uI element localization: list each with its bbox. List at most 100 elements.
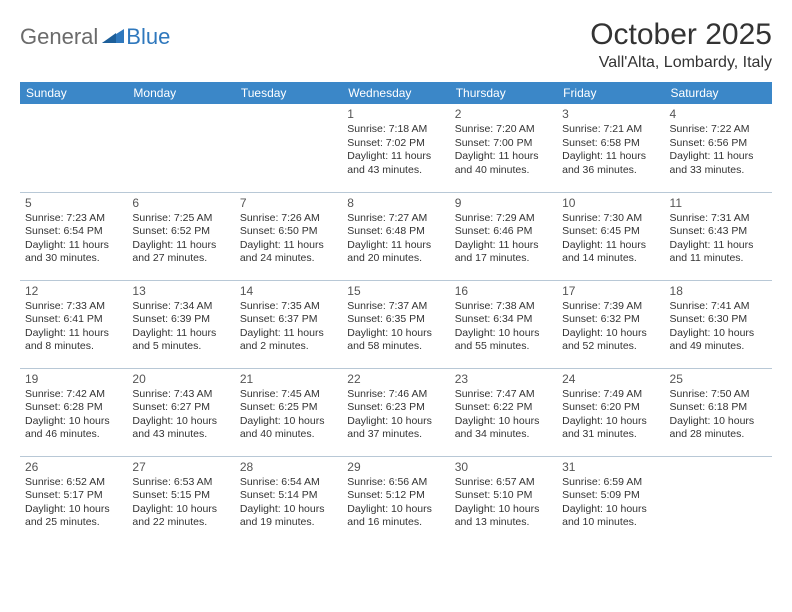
day-info: Sunrise: 7:43 AMSunset: 6:27 PMDaylight:… [132,388,229,443]
day-info: Sunrise: 7:37 AMSunset: 6:35 PMDaylight:… [347,300,444,355]
calendar-day-cell: 10Sunrise: 7:30 AMSunset: 6:45 PMDayligh… [557,192,664,280]
day-number: 3 [562,107,659,121]
day-number: 5 [25,196,122,210]
day-info: Sunrise: 6:52 AMSunset: 5:17 PMDaylight:… [25,476,122,531]
day-info: Sunrise: 7:21 AMSunset: 6:58 PMDaylight:… [562,123,659,178]
calendar-day-cell: 30 Sunrise: 6:57 AMSunset: 5:10 PMDayligh… [450,456,557,544]
day-info: Sunrise: 7:35 AMSunset: 6:37 PMDaylight:… [240,300,337,355]
calendar-day-cell: 3 Sunrise: 7:21 AMSunset: 6:58 PMDaylight… [557,104,664,192]
calendar-day-cell: 29 Sunrise: 6:56 AMSunset: 5:12 PMDayligh… [342,456,449,544]
day-info: Sunrise: 7:31 AMSunset: 6:43 PMDaylight:… [670,212,767,267]
day-info: Sunrise: 6:57 AMSunset: 5:10 PMDaylight:… [455,476,552,531]
day-number: 11 [670,196,767,210]
day-info: Sunrise: 7:34 AMSunset: 6:39 PMDaylight:… [132,300,229,355]
location-subtitle: Vall'Alta, Lombardy, Italy [590,54,772,72]
day-header: Sunday [20,82,127,104]
calendar-day-cell: 19 Sunrise: 7:42 AMSunset: 6:28 PMDayligh… [20,368,127,456]
calendar-day-cell: 14 Sunrise: 7:35 AMSunset: 6:37 PMDayligh… [235,280,342,368]
calendar-week-row: 12 Sunrise: 7:33 AMSunset: 6:41 PMDayligh… [20,280,772,368]
calendar-day-cell: 21 Sunrise: 7:45 AMSunset: 6:25 PMDayligh… [235,368,342,456]
calendar-week-row: 5 Sunrise: 7:23 AMSunset: 6:54 PMDaylight… [20,192,772,280]
day-info: Sunrise: 6:59 AMSunset: 5:09 PMDaylight:… [562,476,659,531]
day-number: 1 [347,107,444,121]
logo-text-blue: Blue [126,24,170,50]
calendar-day-cell: 15Sunrise: 7:37 AMSunset: 6:35 PMDayligh… [342,280,449,368]
day-number: 16 [455,284,552,298]
calendar-day-cell: 22 Sunrise: 7:46 AMSunset: 6:23 PMDayligh… [342,368,449,456]
day-number: 7 [240,196,337,210]
day-info: Sunrise: 7:45 AMSunset: 6:25 PMDaylight:… [240,388,337,443]
day-info: Sunrise: 6:54 AMSunset: 5:14 PMDaylight:… [240,476,337,531]
day-info: Sunrise: 7:27 AMSunset: 6:48 PMDaylight:… [347,212,444,267]
logo-text-general: General [20,24,98,50]
calendar-day-cell: 24Sunrise: 7:49 AMSunset: 6:20 PMDayligh… [557,368,664,456]
calendar-day-cell: 25 Sunrise: 7:50 AMSunset: 6:18 PMDayligh… [665,368,772,456]
day-info: Sunrise: 7:50 AMSunset: 6:18 PMDaylight:… [670,388,767,443]
day-info: Sunrise: 7:41 AMSunset: 6:30 PMDaylight:… [670,300,767,355]
day-header: Wednesday [342,82,449,104]
logo: General Blue [20,18,170,50]
day-number: 6 [132,196,229,210]
calendar-day-cell [665,456,772,544]
day-number: 13 [132,284,229,298]
calendar-day-cell: 27 Sunrise: 6:53 AMSunset: 5:15 PMDayligh… [127,456,234,544]
calendar-day-cell: 28 Sunrise: 6:54 AMSunset: 5:14 PMDayligh… [235,456,342,544]
day-header: Thursday [450,82,557,104]
day-info: Sunrise: 7:18 AMSunset: 7:02 PMDaylight:… [347,123,444,178]
day-info: Sunrise: 7:23 AMSunset: 6:54 PMDaylight:… [25,212,122,267]
calendar-day-cell: 20Sunrise: 7:43 AMSunset: 6:27 PMDayligh… [127,368,234,456]
day-number: 18 [670,284,767,298]
day-number: 25 [670,372,767,386]
day-number: 22 [347,372,444,386]
day-number: 4 [670,107,767,121]
calendar-day-cell: 11 Sunrise: 7:31 AMSunset: 6:43 PMDayligh… [665,192,772,280]
day-info: Sunrise: 7:20 AMSunset: 7:00 PMDaylight:… [455,123,552,178]
day-number: 21 [240,372,337,386]
calendar-day-cell: 2Sunrise: 7:20 AMSunset: 7:00 PMDaylight… [450,104,557,192]
calendar-day-cell: 17 Sunrise: 7:39 AMSunset: 6:32 PMDayligh… [557,280,664,368]
day-number: 19 [25,372,122,386]
day-number: 17 [562,284,659,298]
day-info: Sunrise: 7:38 AMSunset: 6:34 PMDaylight:… [455,300,552,355]
header: General Blue October 2025 Vall'Alta, Lom… [20,18,772,72]
day-header: Friday [557,82,664,104]
day-info: Sunrise: 7:46 AMSunset: 6:23 PMDaylight:… [347,388,444,443]
day-info: Sunrise: 6:53 AMSunset: 5:15 PMDaylight:… [132,476,229,531]
day-number: 24 [562,372,659,386]
day-number: 26 [25,460,122,474]
day-number: 30 [455,460,552,474]
day-number: 23 [455,372,552,386]
calendar-week-row: 26 Sunrise: 6:52 AMSunset: 5:17 PMDayligh… [20,456,772,544]
day-number: 27 [132,460,229,474]
calendar-day-cell: 4 Sunrise: 7:22 AMSunset: 6:56 PMDaylight… [665,104,772,192]
day-info: Sunrise: 7:29 AMSunset: 6:46 PMDaylight:… [455,212,552,267]
calendar-day-cell: 9 Sunrise: 7:29 AMSunset: 6:46 PMDaylight… [450,192,557,280]
day-info: Sunrise: 6:56 AMSunset: 5:12 PMDaylight:… [347,476,444,531]
day-header: Saturday [665,82,772,104]
day-info: Sunrise: 7:42 AMSunset: 6:28 PMDaylight:… [25,388,122,443]
day-info: Sunrise: 7:22 AMSunset: 6:56 PMDaylight:… [670,123,767,178]
calendar-day-cell [127,104,234,192]
calendar-day-cell [20,104,127,192]
day-number: 29 [347,460,444,474]
day-info: Sunrise: 7:47 AMSunset: 6:22 PMDaylight:… [455,388,552,443]
logo-triangle-icon [102,27,124,48]
calendar-day-cell: 6 Sunrise: 7:25 AMSunset: 6:52 PMDaylight… [127,192,234,280]
day-info: Sunrise: 7:39 AMSunset: 6:32 PMDaylight:… [562,300,659,355]
calendar-day-cell: 7Sunrise: 7:26 AMSunset: 6:50 PMDaylight… [235,192,342,280]
day-number: 14 [240,284,337,298]
day-info: Sunrise: 7:33 AMSunset: 6:41 PMDaylight:… [25,300,122,355]
day-number: 12 [25,284,122,298]
calendar-day-cell: 1 Sunrise: 7:18 AMSunset: 7:02 PMDaylight… [342,104,449,192]
calendar-day-cell: 23 Sunrise: 7:47 AMSunset: 6:22 PMDayligh… [450,368,557,456]
day-number: 8 [347,196,444,210]
day-number: 28 [240,460,337,474]
calendar-day-cell: 8 Sunrise: 7:27 AMSunset: 6:48 PMDaylight… [342,192,449,280]
calendar-day-cell: 5 Sunrise: 7:23 AMSunset: 6:54 PMDaylight… [20,192,127,280]
day-number: 9 [455,196,552,210]
calendar-week-row: 1 Sunrise: 7:18 AMSunset: 7:02 PMDaylight… [20,104,772,192]
day-number: 10 [562,196,659,210]
day-info: Sunrise: 7:25 AMSunset: 6:52 PMDaylight:… [132,212,229,267]
calendar-day-cell: 31Sunrise: 6:59 AMSunset: 5:09 PMDayligh… [557,456,664,544]
calendar-day-cell: 16 Sunrise: 7:38 AMSunset: 6:34 PMDayligh… [450,280,557,368]
